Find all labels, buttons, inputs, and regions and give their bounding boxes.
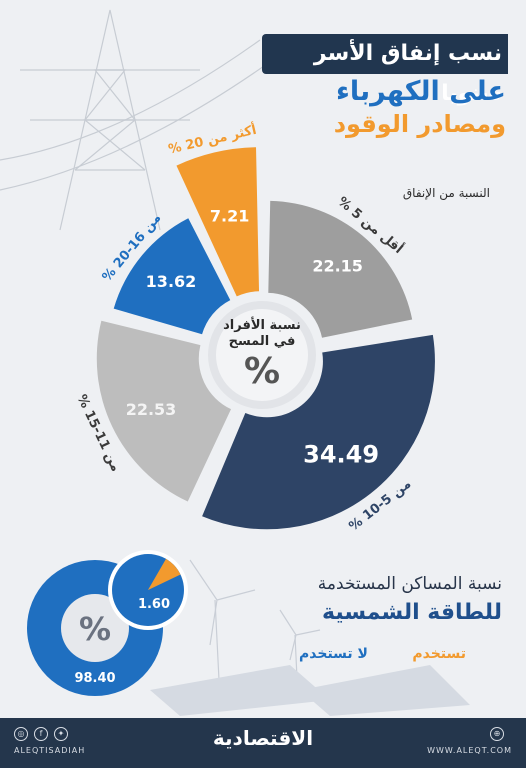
- solar-nouse-label: لا تستخدم: [299, 646, 368, 662]
- footer-bar: [0, 718, 526, 768]
- pie-slice-group: 7.21: [176, 147, 260, 297]
- brand-logo: الاقتصادية: [212, 726, 314, 750]
- solar-donut-hole: [61, 594, 129, 662]
- slice-value-label: 13.62: [146, 272, 197, 291]
- globe-icon[interactable]: ⊕: [490, 727, 504, 741]
- solar-panel-illustration: [150, 665, 470, 716]
- power-pylon-illustration: [0, 9, 301, 231]
- solar-slice-use: [148, 558, 181, 590]
- solar-title-line2: للطاقة الشمسية: [322, 600, 502, 625]
- slice-value-label: 22.53: [126, 400, 177, 419]
- pie-slice: [176, 147, 260, 297]
- pie-slice: [113, 218, 231, 335]
- center-label-line2: في المسح: [229, 334, 296, 349]
- instagram-icon[interactable]: ◎: [14, 727, 28, 741]
- center-label-line1: نسبة الأفراد: [223, 316, 301, 333]
- center-percent-symbol: %: [244, 351, 280, 392]
- solar-use-value: 1.60: [138, 597, 170, 612]
- chart-title-line2: على الكهرباء: [336, 76, 506, 107]
- solar-pie-chart: 1.60 98.40%: [27, 550, 188, 696]
- center-circle-inner: [216, 309, 308, 401]
- solar-nouse-value: 98.40: [74, 671, 115, 686]
- slice-value-label: 22.15: [312, 256, 363, 275]
- chart-title-line3: ومصادر الوقود: [333, 110, 506, 138]
- chart-title-line1: نسب إنفاق الأسر سنويا: [313, 41, 502, 106]
- solar-percent-symbol: %: [79, 610, 111, 648]
- website-url: WWW.ALEQT.COM: [427, 746, 512, 755]
- slice-value-label: 7.21: [210, 207, 249, 226]
- legend-label: النسبة من الإنفاق: [402, 186, 490, 200]
- social-handle: ALEQTISADIAH: [14, 746, 86, 755]
- solar-use-label: تستخدم: [412, 646, 466, 662]
- facebook-icon[interactable]: f: [34, 727, 48, 741]
- pie-slice-group: 34.49: [202, 334, 435, 530]
- slice-value-label: 34.49: [303, 441, 379, 469]
- pie-slice-group: 22.15: [268, 200, 413, 338]
- solar-title-line1: نسبة المساكن المستخدمة: [317, 574, 502, 594]
- title-banner: [262, 34, 508, 74]
- pie-slice: [96, 320, 232, 502]
- pie-slice: [268, 200, 413, 338]
- pie-slice: [202, 334, 435, 530]
- pie-slice-group: 13.62: [113, 218, 231, 335]
- pie-slice-group: 22.53: [96, 320, 232, 502]
- twitter-icon[interactable]: ✦: [54, 727, 68, 741]
